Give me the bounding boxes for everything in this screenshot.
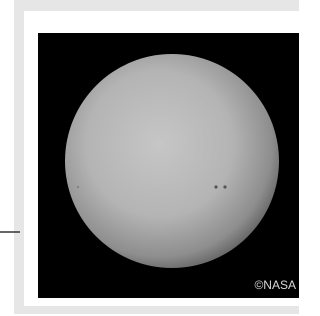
image-frame: ©NASA: [0, 0, 299, 316]
screenshot: ©NASA: [0, 0, 299, 316]
photo-credit: ©NASA: [254, 278, 296, 292]
sunspot: [214, 185, 217, 188]
sunspot: [223, 185, 226, 188]
sun-disk: [65, 54, 279, 268]
sunspot: [77, 186, 79, 188]
